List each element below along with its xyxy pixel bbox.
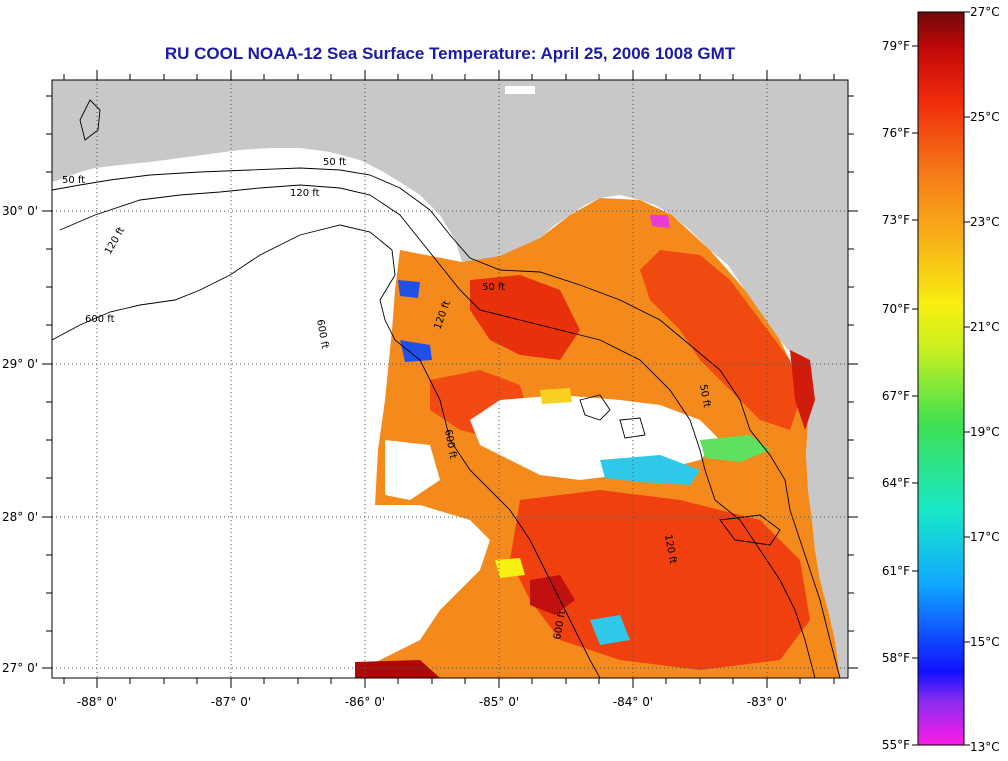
fahrenheit-label: 79°F: [882, 39, 910, 53]
fahrenheit-label: 76°F: [882, 126, 910, 140]
celsius-label: 17°C: [970, 530, 1000, 544]
celsius-label: 13°C: [970, 740, 1000, 754]
map-title: RU COOL NOAA-12 Sea Surface Temperature:…: [164, 44, 736, 63]
color-scale-bar: [917, 11, 965, 746]
sst-data-swath: [355, 198, 840, 678]
contour-label: 120 ft: [662, 534, 678, 565]
celsius-label: 25°C: [970, 110, 1000, 124]
bathymetry-contours: [52, 99, 841, 678]
celsius-label: 21°C: [970, 320, 1000, 334]
latitude-label: 30° 0': [2, 204, 38, 218]
celsius-label: 23°C: [970, 215, 1000, 229]
contour-label: 600 ft: [85, 314, 115, 325]
contour-label: 600 ft: [442, 429, 458, 460]
fahrenheit-label: 70°F: [882, 302, 910, 316]
graticule: [52, 80, 848, 678]
color-scale-ticks: [912, 11, 970, 746]
latitude-label: 29° 0': [2, 357, 38, 371]
latitude-label: 27° 0': [2, 661, 38, 675]
fahrenheit-label: 61°F: [882, 564, 910, 578]
longitude-label: -87° 0': [211, 695, 251, 709]
fahrenheit-label: 55°F: [882, 738, 910, 752]
fahrenheit-label: 73°F: [882, 213, 910, 227]
latitude-label: 28° 0': [2, 510, 38, 524]
fahrenheit-label: 64°F: [882, 476, 910, 490]
fahrenheit-label: 67°F: [882, 389, 910, 403]
contour-label: 120 ft: [290, 188, 320, 199]
contour-label: 600 ft: [552, 609, 568, 640]
contour-label: 50 ft: [323, 157, 346, 168]
celsius-label: 15°C: [970, 635, 1000, 649]
celsius-label: 19°C: [970, 425, 1000, 439]
map-frame: [51, 79, 849, 679]
celsius-label: 27°C: [970, 5, 1000, 19]
axis-ticks: [42, 70, 858, 688]
land-mass: [52, 80, 848, 678]
fahrenheit-label: 58°F: [882, 651, 910, 665]
contour-label: 50 ft: [62, 175, 85, 186]
contour-label: 50 ft: [697, 384, 712, 409]
longitude-label: -86° 0': [345, 695, 385, 709]
longitude-label: -88° 0': [77, 695, 117, 709]
longitude-label: -85° 0': [479, 695, 519, 709]
longitude-label: -84° 0': [613, 695, 653, 709]
longitude-label: -83° 0': [747, 695, 787, 709]
island: [505, 86, 535, 94]
contour-label: 600 ft: [314, 319, 330, 350]
contour-label: 50 ft: [482, 282, 505, 293]
